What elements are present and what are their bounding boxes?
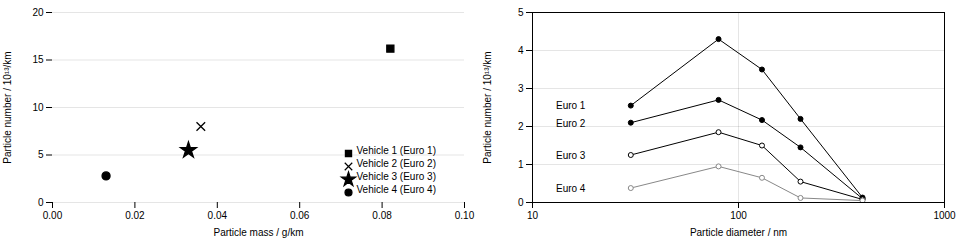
svg-text:100: 100 <box>730 210 747 221</box>
svg-text:Particle number / 10¹³/km: Particle number / 10¹³/km <box>2 51 13 163</box>
svg-text:1000: 1000 <box>933 210 956 221</box>
svg-text:3: 3 <box>518 83 524 94</box>
svg-text:4: 4 <box>518 45 524 56</box>
svg-text:10: 10 <box>527 210 539 221</box>
svg-text:Particle diameter / nm: Particle diameter / nm <box>690 227 787 238</box>
svg-text:Vehicle 3 (Euro 3): Vehicle 3 (Euro 3) <box>357 171 437 182</box>
svg-text:Euro 2: Euro 2 <box>556 118 586 129</box>
svg-text:0.02: 0.02 <box>125 210 145 221</box>
svg-text:Euro 4: Euro 4 <box>556 183 586 194</box>
svg-text:0.08: 0.08 <box>372 210 392 221</box>
svg-text:Vehicle 1 (Euro 1): Vehicle 1 (Euro 1) <box>357 145 437 156</box>
svg-text:Vehicle 4 (Euro 4): Vehicle 4 (Euro 4) <box>357 184 437 195</box>
svg-text:2: 2 <box>518 121 524 132</box>
svg-text:0.04: 0.04 <box>208 210 228 221</box>
svg-text:0: 0 <box>38 197 44 208</box>
svg-text:0: 0 <box>518 197 524 208</box>
svg-text:5: 5 <box>518 7 524 18</box>
svg-text:Particle number / 10¹³/km: Particle number / 10¹³/km <box>482 51 493 163</box>
svg-text:10: 10 <box>32 102 44 113</box>
svg-text:0.00: 0.00 <box>43 210 63 221</box>
svg-text:Vehicle 2 (Euro 2): Vehicle 2 (Euro 2) <box>357 158 437 169</box>
svg-text:15: 15 <box>32 54 44 65</box>
svg-text:Particle mass / g/km: Particle mass / g/km <box>213 227 303 238</box>
svg-text:0.06: 0.06 <box>290 210 310 221</box>
svg-text:0.10: 0.10 <box>455 210 475 221</box>
svg-text:1: 1 <box>518 159 524 170</box>
svg-text:Euro 3: Euro 3 <box>556 150 586 161</box>
svg-text:Euro 1: Euro 1 <box>556 100 586 111</box>
svg-text:20: 20 <box>32 7 44 18</box>
svg-text:5: 5 <box>38 149 44 160</box>
